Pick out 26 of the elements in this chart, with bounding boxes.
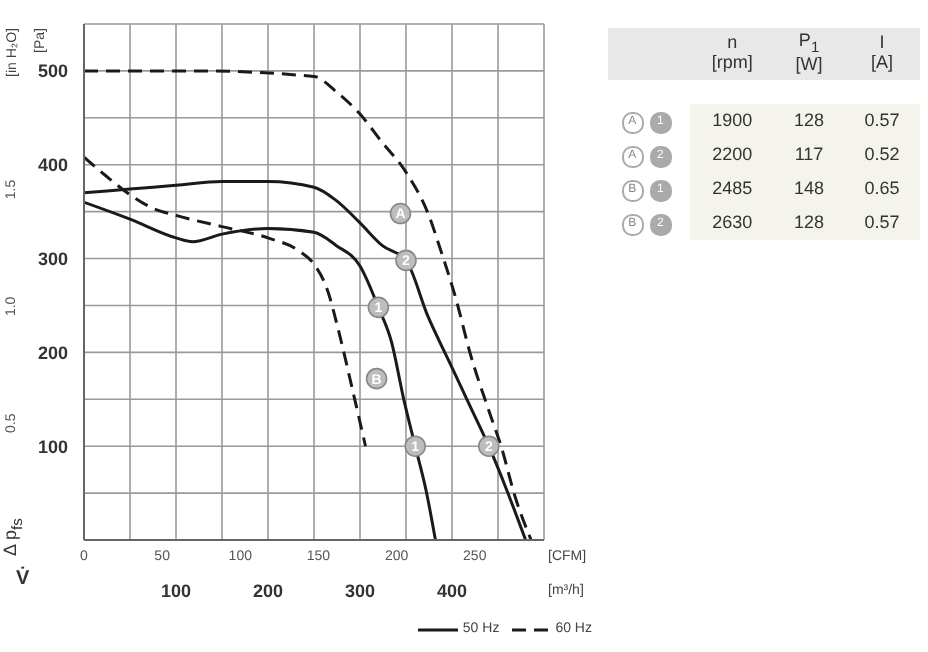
- text: 148: [794, 178, 825, 199]
- x-tick-label: 100: [160, 580, 192, 601]
- category-label: I [A]: [870, 32, 893, 72]
- text: V̇: [16, 568, 30, 590]
- text: 128: [794, 212, 825, 233]
- y-tick-label: 400: [37, 155, 68, 176]
- x-tick-label: 300: [344, 580, 376, 601]
- x-tick-label: 400: [436, 580, 468, 601]
- x-tick-label: 200: [252, 580, 284, 601]
- text: 0.57: [864, 212, 900, 233]
- text: 0.52: [864, 144, 900, 165]
- text: 0.65: [864, 178, 900, 199]
- y-tick-label: 100: [37, 436, 68, 457]
- text: 2485: [712, 178, 753, 199]
- text: 0.57: [864, 110, 900, 131]
- text: 2200: [712, 144, 753, 165]
- y-tick-label: 500: [37, 61, 68, 82]
- text: 117: [794, 144, 824, 165]
- y-tick-label: 200: [37, 342, 68, 363]
- y-tick-label: 300: [37, 248, 68, 269]
- line-series: [84, 69, 533, 540]
- text: 128: [794, 110, 825, 131]
- text: 1900: [712, 110, 753, 131]
- category-label: n [rpm]: [711, 32, 753, 72]
- text: 2630: [712, 212, 753, 233]
- category-label: P$_{1}$ [W]: [795, 30, 823, 75]
